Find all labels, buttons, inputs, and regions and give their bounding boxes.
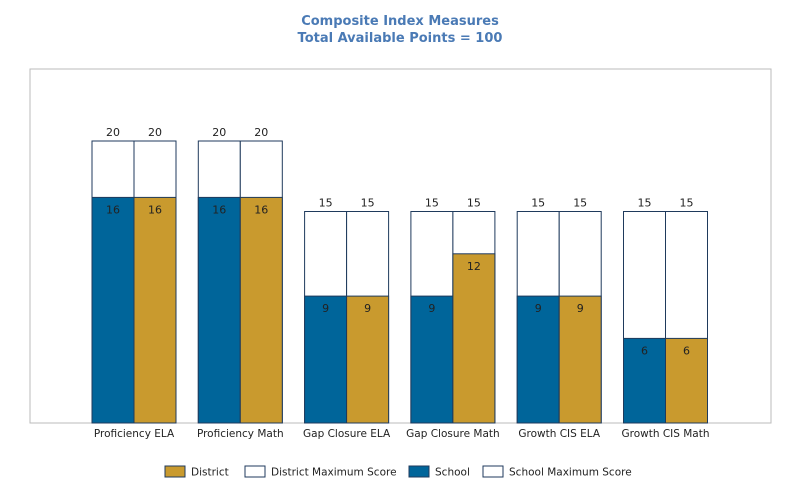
legend-swatch	[482, 465, 504, 478]
school-value-label: 9	[322, 302, 329, 315]
school-value-label: 16	[212, 203, 226, 216]
district-value-label: 9	[364, 302, 371, 315]
district-value-bar	[346, 295, 390, 424]
category-label: Gap Closure Math	[406, 428, 500, 440]
school-max-label: 15	[319, 197, 333, 210]
district-value-label: 16	[148, 203, 162, 216]
school-value-bar	[91, 196, 135, 424]
plot-frame	[29, 68, 772, 424]
district-max-label: 15	[467, 197, 481, 210]
category-label: Gap Closure ELA	[303, 428, 391, 440]
category-label: Growth CIS Math	[621, 428, 709, 440]
district-value-bar	[452, 253, 496, 424]
category-label: Growth CIS ELA	[518, 428, 600, 440]
school-value-bar	[304, 295, 348, 424]
school-value-bar	[410, 295, 454, 424]
chart-title: Composite Index Measures	[301, 14, 499, 29]
school-value-label: 9	[535, 302, 542, 315]
district-max-label: 15	[361, 197, 375, 210]
school-max-label: 15	[425, 197, 439, 210]
school-value-bar	[623, 337, 666, 424]
district-max-label: 15	[680, 197, 694, 210]
legend-label: District	[191, 467, 229, 479]
legend-swatch	[164, 465, 186, 478]
school-value-label: 16	[106, 203, 120, 216]
district-max-label: 20	[254, 126, 268, 139]
school-value-label: 9	[428, 302, 435, 315]
district-value-label: 12	[467, 260, 481, 273]
school-max-label: 15	[638, 197, 652, 210]
district-value-label: 9	[577, 302, 584, 315]
district-value-bar	[133, 196, 177, 424]
chart-subtitle: Total Available Points = 100	[297, 31, 503, 46]
district-max-label: 15	[573, 197, 587, 210]
school-value-label: 6	[641, 344, 648, 357]
school-max-label: 20	[106, 126, 120, 139]
district-value-label: 6	[683, 344, 690, 357]
school-value-bar	[197, 196, 241, 424]
district-value-bar	[239, 196, 283, 424]
district-value-bar	[558, 295, 602, 424]
school-max-label: 20	[212, 126, 226, 139]
legend-label: School	[435, 467, 470, 479]
legend-swatch	[408, 465, 430, 478]
school-max-label: 15	[531, 197, 545, 210]
legend-swatch	[244, 465, 266, 478]
district-max-label: 20	[148, 126, 162, 139]
district-value-label: 16	[254, 203, 268, 216]
category-label: Proficiency ELA	[94, 428, 175, 440]
school-value-bar	[516, 295, 560, 424]
legend-label: School Maximum Score	[509, 467, 632, 479]
district-value-bar	[665, 337, 708, 424]
category-label: Proficiency Math	[197, 428, 284, 440]
legend-label: District Maximum Score	[271, 467, 397, 479]
